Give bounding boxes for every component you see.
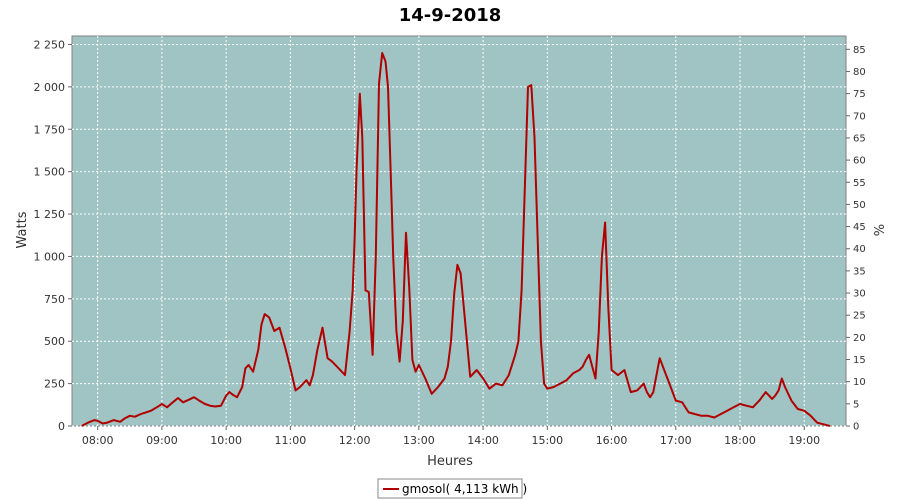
x-tick-label: 16:00 xyxy=(596,434,628,447)
y-tick-label: 500 xyxy=(44,335,65,348)
x-tick-label: 09:00 xyxy=(146,434,178,447)
legend: gmosol( 4,113 kWh ) xyxy=(377,478,527,499)
y2-tick-label: 15 xyxy=(853,355,866,366)
y2-tick-label: 35 xyxy=(853,266,866,277)
y2-axis: 0 5 10 15 20 25 30 35 40 45 50 55 60 65 70 75 80 85 xyxy=(846,45,866,433)
y2-tick-label: 40 xyxy=(853,244,866,255)
x-axis: 08:00 09:00 10:00 11:00 12:00 13:00 14:00 15:00… xyxy=(82,426,820,447)
y2-tick-label: 30 xyxy=(853,289,866,300)
chart-title: 14-9-2018 xyxy=(399,5,502,26)
y2-tick-label: 50 xyxy=(853,200,866,211)
x-tick-label: 18:00 xyxy=(724,434,756,447)
x-tick-label: 11:00 xyxy=(275,434,307,447)
y-axis-label: Watts xyxy=(15,211,30,248)
y2-tick-label: 65 xyxy=(853,133,866,144)
x-tick-label: 19:00 xyxy=(788,434,820,447)
y-tick-label: 1 000 xyxy=(34,250,66,263)
y-tick-label: 1 250 xyxy=(34,208,66,221)
x-tick-label: 14:00 xyxy=(467,434,499,447)
y2-tick-label: 60 xyxy=(853,156,866,167)
plot-area xyxy=(71,35,847,427)
y2-tick-label: 0 xyxy=(853,422,859,433)
x-tick-label: 17:00 xyxy=(660,434,692,447)
y2-tick-label: 25 xyxy=(853,311,866,322)
y2-tick-label: 70 xyxy=(853,111,866,122)
legend-box xyxy=(377,478,523,499)
y-tick-label: 250 xyxy=(44,378,65,391)
y2-tick-label: 55 xyxy=(853,178,866,189)
y-tick-label: 2 000 xyxy=(34,81,66,94)
x-tick-label: 12:00 xyxy=(339,434,371,447)
y2-tick-label: 5 xyxy=(853,399,859,410)
y-tick-label: 1 500 xyxy=(34,166,66,179)
y2-tick-label: 20 xyxy=(853,333,866,344)
x-axis-label: Heures xyxy=(427,454,473,469)
x-tick-label: 15:00 xyxy=(531,434,563,447)
y2-tick-label: 75 xyxy=(853,89,866,100)
y-tick-label: 1 750 xyxy=(34,123,66,136)
y-tick-label: 2 250 xyxy=(34,38,66,51)
y-tick-label: 0 xyxy=(58,420,65,433)
y2-tick-label: 80 xyxy=(853,67,866,78)
legend-entry: gmosol( 4,113 kWh ) xyxy=(402,482,527,496)
series-layer xyxy=(81,52,831,427)
x-tick-label: 08:00 xyxy=(82,434,114,447)
y2-tick-label: 85 xyxy=(853,45,866,56)
y2-tick-label: 10 xyxy=(853,377,866,388)
x-tick-label: 10:00 xyxy=(210,434,242,447)
y-axis: 0 250 500 750 1 000 1 250 1 500 1 750 2 000 2 250 xyxy=(34,38,72,433)
series-line xyxy=(81,52,831,427)
y2-tick-label: 45 xyxy=(853,222,866,233)
y2-axis-label: % xyxy=(873,224,888,236)
y-tick-label: 750 xyxy=(44,293,65,306)
x-tick-label: 13:00 xyxy=(403,434,435,447)
grid-lines xyxy=(72,36,846,427)
